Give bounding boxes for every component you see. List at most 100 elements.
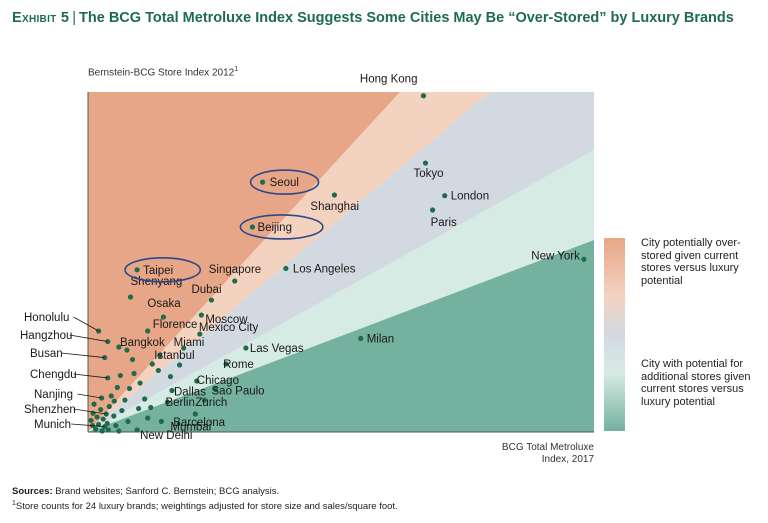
data-point-shenyang — [127, 294, 134, 300]
data-point — [129, 356, 136, 363]
data-point-seoul — [259, 179, 266, 185]
data-label-las-vegas: Las Vegas — [250, 343, 304, 355]
data-label-honolulu: Honolulu — [24, 312, 69, 324]
leader-line — [69, 334, 108, 342]
data-point-osaka — [160, 314, 166, 320]
data-point-dubai — [208, 297, 215, 303]
data-label-munich: Munich — [34, 419, 71, 431]
data-point — [92, 426, 99, 432]
data-point — [137, 380, 143, 386]
data-point — [157, 352, 163, 359]
data-label-barcelona: Barcelona — [173, 417, 225, 429]
data-point — [108, 393, 114, 399]
legend-over-stored: City potentially over-stored given curre… — [641, 237, 741, 287]
data-point — [105, 427, 111, 433]
data-point-hong-kong — [420, 93, 427, 99]
data-point-tokyo — [422, 160, 429, 166]
data-point-mumbai — [158, 418, 164, 425]
highlight-circle-taipei — [124, 257, 202, 283]
data-point-rome — [223, 361, 229, 367]
data-label-berlin: Berlin — [165, 397, 194, 409]
data-point — [148, 404, 154, 411]
data-point-los-angeles — [283, 265, 289, 272]
data-point — [142, 396, 148, 402]
data-label-hong-kong: Hong Kong — [360, 74, 418, 86]
data-label-chicago: Chicago — [197, 375, 239, 387]
data-point-istanbul — [149, 361, 155, 367]
data-point-london — [442, 193, 448, 199]
legend-gradient-bar — [604, 238, 625, 431]
data-label-beijing: Beijing — [257, 222, 292, 234]
footer-sources: Sources: Brand websites; Sanford C. Bern… — [12, 486, 280, 497]
data-point — [167, 373, 174, 380]
data-point-new-york — [581, 256, 587, 262]
data-point — [98, 406, 104, 413]
leader-line — [71, 423, 105, 427]
y-axis-label: Bernstein-BCG Store Index 20121 — [88, 66, 239, 79]
data-point — [125, 418, 131, 425]
data-point-bangkok — [124, 347, 130, 353]
region-additional-mild — [88, 150, 594, 432]
data-label-miami: Miami — [174, 337, 205, 349]
data-label-osaka: Osaka — [147, 298, 181, 310]
leader-line — [60, 352, 105, 358]
data-label-moscow: Moscow — [205, 314, 248, 326]
data-point — [126, 385, 133, 392]
highlight-circle-beijing — [239, 214, 324, 240]
data-point — [155, 367, 161, 374]
data-label-mexico-city: Mexico City — [199, 322, 259, 334]
data-label-seoul: Seoul — [270, 177, 299, 189]
data-label-nanjing: Nanjing — [34, 389, 73, 401]
data-point-taipei — [134, 267, 140, 273]
legend-additional: City with potential for additional store… — [641, 358, 751, 408]
data-point-berlin — [164, 399, 171, 405]
data-point — [122, 397, 128, 403]
data-label-zurich: Zurich — [195, 397, 227, 409]
data-point-mexico-city — [197, 331, 203, 337]
data-label-sao-paulo: Sao Paulo — [212, 386, 265, 398]
data-point — [176, 362, 183, 368]
data-label-los-angeles: Los Angeles — [293, 263, 356, 275]
data-point — [106, 403, 112, 410]
highlight-circle-seoul — [249, 169, 320, 195]
data-point — [91, 401, 97, 407]
data-point — [114, 384, 120, 391]
data-label-florence: Florence — [153, 319, 198, 331]
data-point — [111, 398, 117, 404]
data-point — [131, 370, 137, 377]
data-label-chengdu: Chengdu — [30, 369, 77, 381]
data-point-shanghai — [331, 192, 338, 198]
data-point-beijing — [249, 224, 256, 230]
data-point-chicago — [194, 378, 200, 384]
background-regions — [88, 92, 594, 432]
exhibit-label: Exhibit 5 — [12, 10, 70, 26]
data-label-mumbai: Mumbai — [170, 421, 211, 433]
data-label-bangkok: Bangkok — [120, 337, 165, 349]
data-label-new-york: New York — [531, 250, 580, 262]
data-label-tokyo: Tokyo — [414, 168, 444, 180]
data-point-singapore — [232, 278, 238, 284]
title-text: The BCG Total Metroluxe Index Suggests S… — [79, 10, 734, 26]
leader-line — [73, 316, 99, 332]
data-point-milan — [358, 335, 364, 342]
data-label-istanbul: Istanbul — [154, 350, 194, 362]
data-point — [116, 344, 122, 350]
title-separator: | — [72, 10, 77, 26]
chart-title: Exhibit 5 | The BCG Total Metroluxe Index … — [12, 9, 752, 28]
data-label-shenzhen: Shenzhen — [24, 404, 76, 416]
data-point-zurich — [201, 397, 207, 403]
data-label-london: London — [451, 191, 489, 203]
data-label-busan: Busan — [30, 348, 63, 360]
data-point — [119, 407, 125, 414]
data-point — [145, 415, 151, 421]
data-label-shanghai: Shanghai — [310, 201, 359, 213]
footer-note: 1Store counts for 24 luxury brands; weig… — [12, 500, 398, 513]
data-label-new-delhi: New Delhi — [140, 430, 192, 442]
data-label-dubai: Dubai — [191, 284, 221, 296]
data-label-hangzhou: Hangzhou — [20, 330, 72, 342]
data-point — [94, 414, 100, 420]
data-label-taipei: Taipei — [143, 265, 173, 277]
region-additional-strong — [88, 240, 594, 432]
data-point — [113, 422, 119, 429]
